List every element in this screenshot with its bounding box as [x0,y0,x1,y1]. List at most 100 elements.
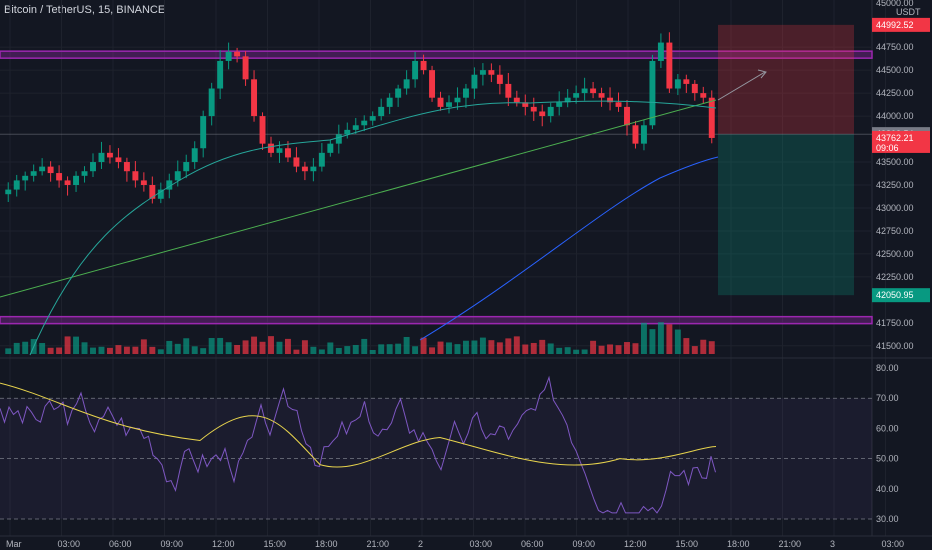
volume-bar [301,340,308,354]
candle-body [386,97,393,107]
candle-body [666,42,673,89]
price-tick-label: 43250.00 [876,180,914,190]
volume-bar [98,346,105,354]
candle-body [90,162,96,172]
time-tick-label: 03:00 [470,539,493,549]
volume-bar [666,324,673,354]
time-tick-label: 06:00 [521,539,544,549]
volume-bar [251,336,258,354]
price-tick-label: 42500.00 [876,249,914,259]
time-tick-label: 03:00 [882,539,905,549]
candle-body [56,173,63,181]
candle-body [174,171,181,181]
price-tick-label: 44000.00 [876,111,914,121]
volume-bar [615,345,622,354]
volume-bar [505,338,512,354]
volume-bar [708,341,715,354]
axes: 44750.00 44500.00 44250.00 44000.00 43500.00… [6,0,930,549]
volume-bar [344,346,351,354]
candle-body [539,111,546,117]
volume-bar [90,347,96,354]
candle-body [700,93,707,98]
volume-bar [22,341,29,354]
current-price-badge: 43762.21 [876,133,914,143]
volume-bar [378,344,385,354]
volume-bar [649,329,656,354]
time-tick-label: 12:00 [624,539,647,549]
candle-body [284,148,291,158]
volume-bar [234,344,241,354]
time-tick-label: 15:00 [264,539,287,549]
volume-bar [47,347,54,354]
volume-bar [13,342,20,354]
candle-body [140,180,147,185]
volume-bar [284,338,291,354]
volume-bar [632,343,639,354]
volume-bar [607,344,614,354]
volume-bar [361,338,368,354]
candle-body [293,157,300,167]
volume-bar [157,349,164,354]
volume-bar [691,346,698,354]
candle-body [437,97,444,107]
rsi-moving-average [0,382,717,468]
volume-bar [700,339,707,354]
candle-body [344,129,351,135]
current-price-badge-countdown: 09:06 [876,143,899,153]
volume-bar [454,344,461,354]
candle-body [200,116,207,149]
symbol-title: Bitcoin / TetherUS, 15, BINANCE [4,4,166,16]
candle-body [615,102,622,107]
projection-arrow [717,71,766,101]
candle-body [310,166,317,172]
candle-body [301,166,308,172]
candle-body [166,180,173,190]
volume-bar [217,337,224,354]
volume-bar [462,340,469,354]
volume-bar [522,344,529,354]
time-tick-label: 03:00 [58,539,81,549]
volume-bar [293,349,300,354]
candle-body [454,97,461,103]
time-tick-label: 12:00 [212,539,235,549]
volume-bar [318,349,325,354]
volume-bar [573,349,580,354]
time-tick-label: 21:00 [367,539,390,549]
rsi-line [0,375,716,514]
currency-label: USDT [896,7,921,17]
volume-bar [624,342,630,354]
volume-bar [395,343,402,354]
candle-body [208,88,215,117]
candle-body [547,106,554,117]
volume-bar [640,322,647,354]
volume-bar [106,347,113,354]
volume-bar [191,346,198,354]
candle-body [318,152,325,167]
candle-body [462,88,469,98]
volume-bar [479,337,486,354]
volume-bar [471,340,478,354]
candle-body [115,157,122,163]
candle-body [259,116,266,144]
candle-body [13,180,20,190]
resistance-zone [0,50,873,59]
volume-bars [5,322,715,354]
volume-bar [446,342,452,354]
volume-bar [674,329,681,354]
candle-body [649,60,656,126]
volume-bar [225,342,232,354]
candle-body [191,148,198,163]
volume-bar [268,336,274,354]
candle-body [268,143,274,153]
volume-bar [200,348,207,354]
volume-bar [683,338,690,354]
rsi-tick-label: 50.00 [876,454,899,464]
time-tick-label: 15:00 [676,539,699,549]
position-tool[interactable] [0,24,872,296]
candle-body [30,171,37,176]
candle-body [640,125,647,144]
volume-bar [140,339,147,354]
volume-bar [174,343,181,354]
rsi-tick-label: 40.00 [876,484,899,494]
